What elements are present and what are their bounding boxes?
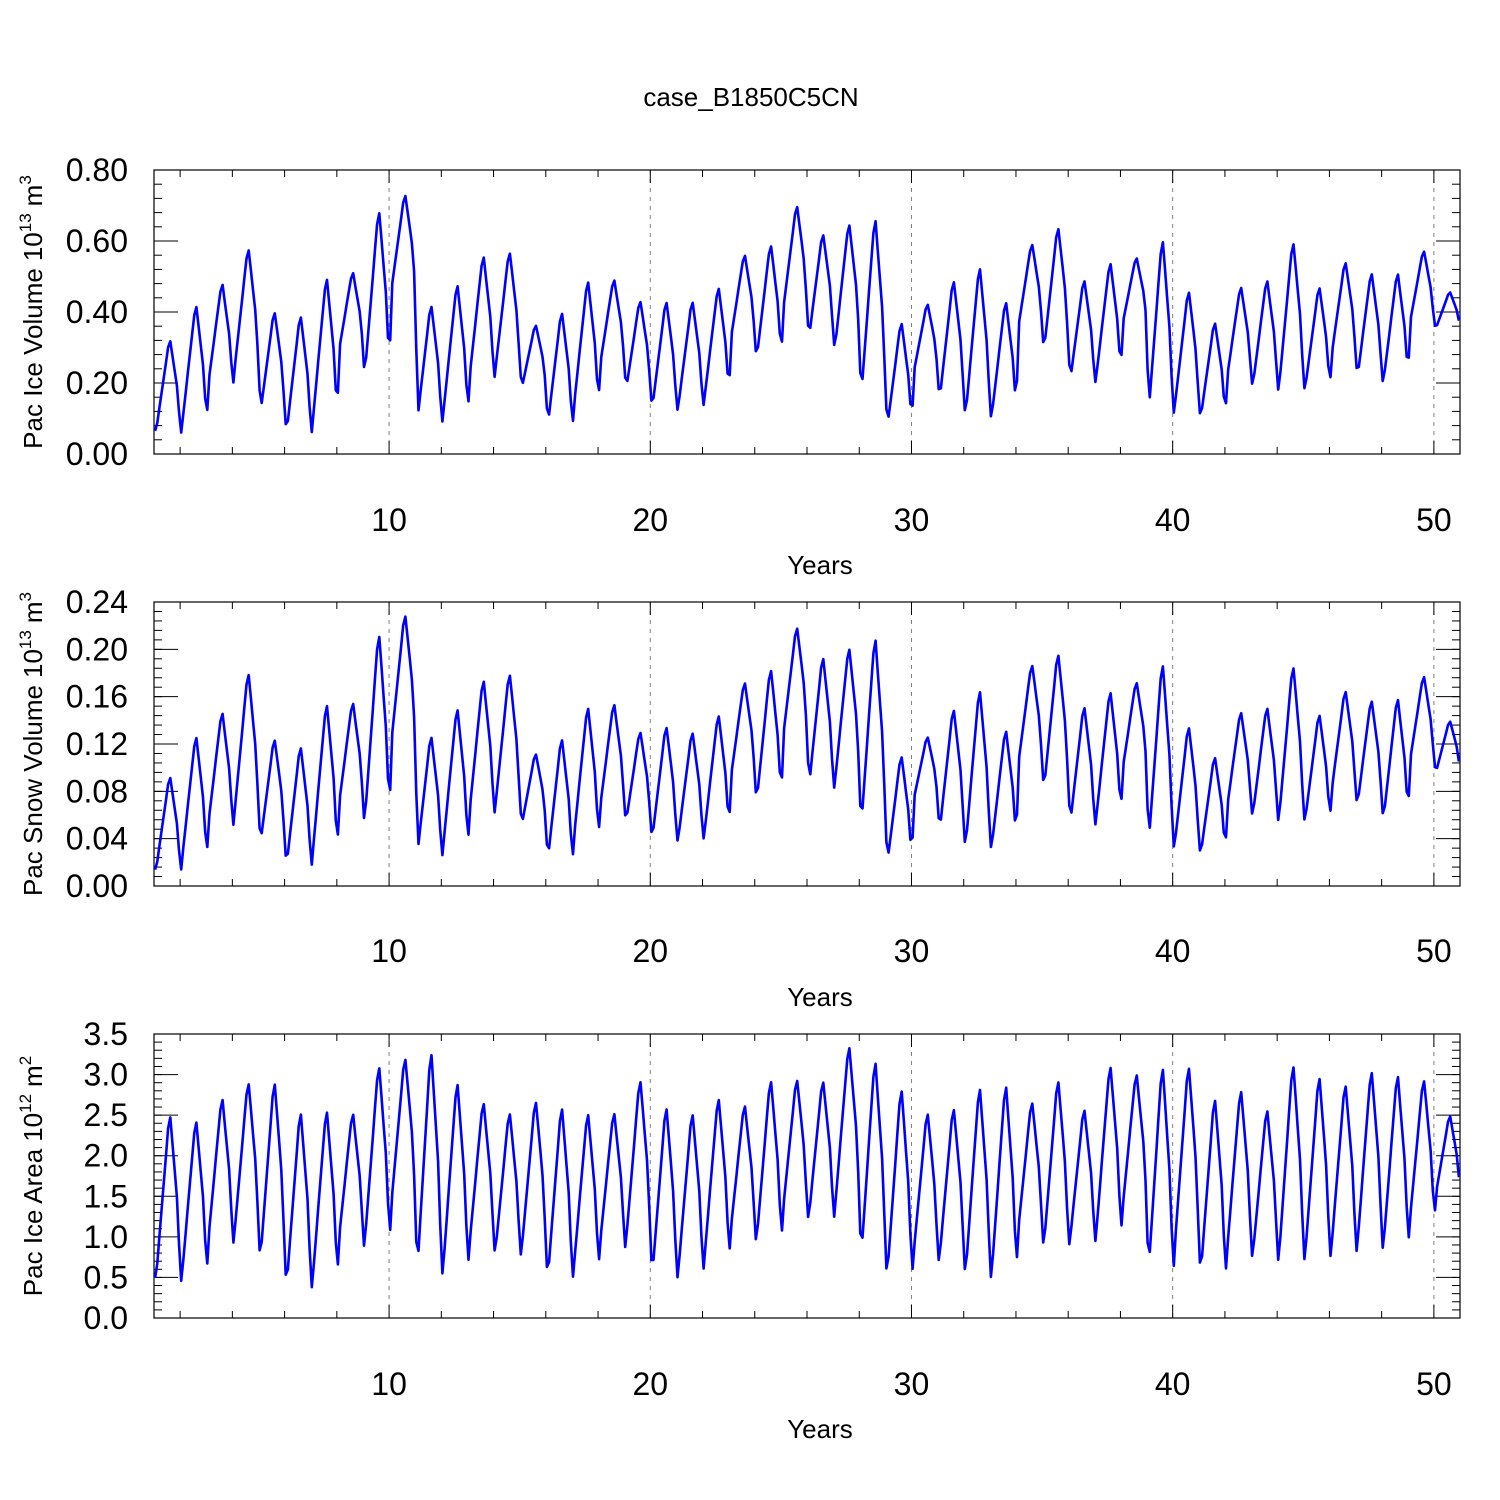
- y-axis-title: Pac Ice Volume 1013 m3: [16, 175, 48, 449]
- y-tick-label: 0.80: [66, 152, 128, 188]
- y-tick-label: 0.20: [66, 631, 128, 667]
- y-axis-unit-power: 3: [16, 175, 35, 184]
- y-tick-label: 0.60: [66, 223, 128, 259]
- y-tick-label: 0.24: [66, 584, 128, 620]
- x-tick-label: 40: [1155, 1366, 1191, 1402]
- y-axis-unit-exponent: 12: [16, 1094, 35, 1113]
- series-line: [153, 194, 1461, 434]
- y-axis-title: Pac Ice Area 1012 m2: [16, 1056, 48, 1296]
- series-line: [153, 615, 1461, 871]
- y-tick-label: 0.04: [66, 821, 128, 857]
- y-tick-label: 3.5: [84, 1016, 128, 1052]
- x-tick-label: 30: [894, 933, 930, 969]
- y-axis-quantity: Pac Ice Volume: [18, 268, 48, 449]
- y-axis-unit-base: 10: [18, 1113, 48, 1142]
- plot-frame: [153, 1033, 1461, 1319]
- y-axis-unit-power: 2: [16, 1056, 35, 1065]
- x-axis-title: Years: [787, 550, 853, 580]
- y-tick-label: 0.00: [66, 436, 128, 472]
- panel-pac-ice-volume: 0.00 0.20 0.40 0.60 0.80 10 20 30 40 50 Years Pac I…: [16, 152, 1461, 580]
- y-axis-title: Pac Snow Volume 1013 m3: [16, 592, 48, 896]
- x-tick-label: 10: [371, 933, 407, 969]
- y-axis-unit-base: 10: [18, 232, 48, 261]
- y-tick-label: 1.0: [84, 1219, 128, 1255]
- y-tick-label: 1.5: [84, 1178, 128, 1214]
- x-tick-label: 50: [1416, 1366, 1452, 1402]
- y-tick-label: 2.5: [84, 1097, 128, 1133]
- x-tick-label: 50: [1416, 502, 1452, 538]
- y-tick-label: 3.0: [84, 1057, 128, 1093]
- panel-pac-ice-area: 0.0 0.5 1.0 1.5 2.0 2.5 3.0 3.5 10 20 30 40 50 Years P…: [16, 1016, 1461, 1444]
- y-axis-quantity: Pac Ice Area: [18, 1148, 48, 1296]
- y-axis-quantity: Pac Snow Volume: [18, 685, 48, 896]
- x-tick-label: 10: [371, 502, 407, 538]
- x-tick-label: 10: [371, 1366, 407, 1402]
- series-line: [153, 1047, 1461, 1289]
- x-axis-title: Years: [787, 982, 853, 1012]
- panel-pac-snow-volume: 0.00 0.04 0.08 0.12 0.16 0.20 0.24 10 20 30 40 50 Ye…: [16, 584, 1461, 1012]
- y-tick-label: 0.5: [84, 1259, 128, 1295]
- x-tick-label: 40: [1155, 502, 1191, 538]
- y-axis-unit-symbol: m: [18, 1065, 48, 1087]
- y-tick-label: 0.16: [66, 679, 128, 715]
- y-axis-unit-exponent: 13: [16, 630, 35, 649]
- x-tick-label: 50: [1416, 933, 1452, 969]
- y-axis-unit-symbol: m: [18, 601, 48, 623]
- y-axis-unit-base: 10: [18, 649, 48, 678]
- y-axis-unit-power: 3: [16, 592, 35, 601]
- x-tick-label: 20: [632, 502, 668, 538]
- x-axis-title: Years: [787, 1414, 853, 1444]
- y-tick-label: 0.0: [84, 1300, 128, 1336]
- x-tick-label: 30: [894, 1366, 930, 1402]
- x-tick-label: 40: [1155, 933, 1191, 969]
- y-axis-unit-symbol: m: [18, 185, 48, 207]
- x-tick-label: 30: [894, 502, 930, 538]
- y-tick-label: 0.00: [66, 868, 128, 904]
- y-tick-label: 0.12: [66, 726, 128, 762]
- figure-title: case_B1850C5CN: [643, 82, 858, 112]
- y-tick-label: 0.20: [66, 365, 128, 401]
- y-tick-label: 0.40: [66, 294, 128, 330]
- x-tick-label: 20: [632, 1366, 668, 1402]
- x-tick-label: 20: [632, 933, 668, 969]
- y-tick-label: 2.0: [84, 1138, 128, 1174]
- y-axis-unit-exponent: 13: [16, 213, 35, 232]
- y-tick-label: 0.08: [66, 773, 128, 809]
